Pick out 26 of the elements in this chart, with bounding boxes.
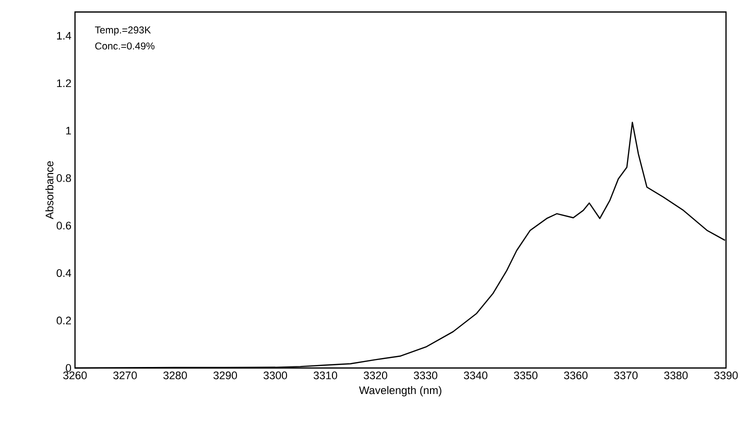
y-tick-label: 0 [66, 364, 72, 372]
x-tick-label: 3330 [414, 372, 438, 380]
y-tick-label: 0.6 [56, 222, 71, 230]
y-axis-title: Absorbance [45, 161, 54, 220]
y-tick-label: 1.2 [57, 79, 71, 88]
x-tick-label: 3310 [314, 372, 338, 380]
x-tick-label: 3270 [113, 372, 137, 380]
x-tick-label: 3370 [614, 372, 638, 380]
y-tick-label: 1.4 [57, 32, 72, 40]
y-tick-label: 0.8 [56, 174, 71, 182]
x-tick-label: 3390 [714, 372, 738, 380]
x-tick-label: 3360 [564, 372, 588, 380]
x-tick-label: 3260 [63, 372, 87, 380]
y-tick-label: 0.4 [56, 269, 72, 277]
y-tick-label: 1 [66, 126, 71, 134]
x-tick-label: 3380 [664, 372, 688, 380]
x-tick-label: 3350 [514, 372, 538, 380]
x-tick-label: 3300 [264, 372, 288, 380]
y-tick-label: 0.2 [56, 316, 71, 324]
x-tick-label: 3340 [464, 372, 488, 380]
x-tick-label: 3320 [364, 372, 388, 380]
annotation: Conc.=0.49% [95, 42, 154, 50]
x-tick-label: 3290 [213, 372, 237, 380]
x-axis-title: Wavelength (nm) [359, 386, 442, 396]
x-tick-label: 3280 [163, 372, 187, 380]
annotation: Temp.=293K [94, 26, 151, 36]
